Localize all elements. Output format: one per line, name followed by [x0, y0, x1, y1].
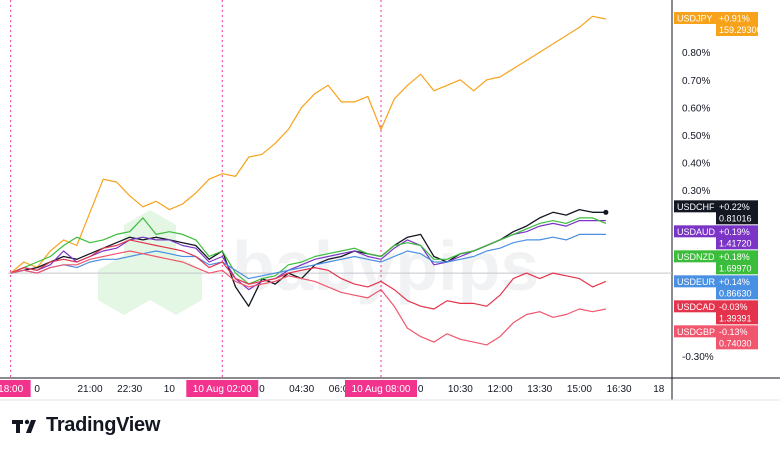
x-session-badge-bg: [345, 380, 418, 397]
x-tick-label: 15:00: [567, 384, 592, 395]
x-tick-label: 0: [418, 384, 424, 395]
series-line-usdcad[interactable]: [10, 239, 607, 310]
x-session-badge: 10 Aug 08:00: [345, 380, 418, 397]
x-session-badge: 18:00: [0, 380, 31, 397]
x-tick-label: 06:00: [329, 384, 354, 395]
symbol-box: [674, 275, 716, 288]
price-label-usdcad[interactable]: USDCAD -0.03%1.39391: [674, 300, 758, 325]
y-tick-label: 0.40%: [682, 159, 710, 170]
x-tick-label: 10:30: [448, 384, 473, 395]
x-tick-label: 04:30: [289, 384, 314, 395]
series-line-usdjpy[interactable]: [10, 15, 607, 274]
change-label: +0.14%: [719, 277, 750, 287]
price-label: 1.69970: [719, 263, 752, 273]
y-tick-label: 0.50%: [682, 131, 710, 142]
value-box: [716, 225, 758, 250]
symbol-label: USDNZD: [677, 252, 715, 262]
value-box: [716, 300, 758, 325]
price-label-usdeur[interactable]: USDEUR +0.14%0.86630: [674, 275, 758, 300]
value-box: [716, 250, 758, 275]
x-tick-label: 18: [653, 384, 665, 395]
symbol-box: [674, 12, 716, 24]
watermark: babypips: [98, 210, 539, 315]
price-label-usdjpy[interactable]: USDJPY +0.91%159.29300: [674, 12, 762, 36]
symbol-box: [674, 300, 716, 313]
y-tick-label: 0.70%: [682, 76, 710, 87]
x-session-badge: 10 Aug 02:00: [186, 380, 259, 397]
x-session-badge-bg: [186, 380, 259, 397]
series-lines: [10, 15, 609, 346]
change-label: +0.19%: [719, 227, 750, 237]
x-axis: 0 21:00 22:30 10 0 04:30 06:00 0 10:30 12:00 13:30…: [0, 380, 665, 397]
x-session-badge-label: 18:00: [0, 384, 24, 395]
change-label: -0.03%: [719, 302, 748, 312]
price-label-usdgbp[interactable]: USDGBP -0.13%0.74030: [674, 325, 758, 350]
watermark-text: babypips: [232, 227, 539, 305]
price-label-usdnzd[interactable]: USDNZD +0.18%1.69970: [674, 250, 758, 275]
symbol-label: USDCHF: [677, 202, 715, 212]
price-label: 0.74030: [719, 338, 752, 348]
x-tick-label: 22:30: [117, 384, 142, 395]
price-label: 1.39391: [719, 313, 752, 323]
plot-area: [0, 0, 780, 401]
series-line-usdgbp[interactable]: [10, 250, 607, 346]
symbol-label: USDJPY: [677, 14, 713, 24]
value-box: [716, 12, 758, 36]
series-line-usdeur[interactable]: [10, 233, 606, 280]
x-tick-label: 12:00: [488, 384, 513, 395]
value-box: [716, 200, 758, 225]
series-last-point: [603, 209, 609, 215]
y-tick-label: 0.30%: [682, 186, 710, 197]
price-label: 0.86630: [719, 288, 752, 298]
series-price-labels: USDJPY +0.91%159.29300 USDCHF +0.22%0.81016…: [674, 12, 762, 350]
x-tick-label: 13:30: [527, 384, 552, 395]
series-line-usdnzd[interactable]: [10, 217, 607, 285]
symbol-box: [674, 250, 716, 263]
price-label-usdaud[interactable]: USDAUD +0.19%1.41720: [674, 225, 758, 250]
x-tick-label: 0: [34, 384, 40, 395]
session-lines: [10, 0, 382, 378]
brand[interactable]: TradingView: [12, 414, 160, 437]
y-tick-label: 0.80%: [682, 48, 710, 59]
tradingview-logo-icon: [12, 419, 36, 433]
x-session-badge-label: 10 Aug 02:00: [193, 384, 252, 395]
symbol-box: [674, 225, 716, 238]
symbol-label: USDEUR: [677, 277, 716, 287]
symbol-label: USDGBP: [677, 327, 715, 337]
series-line-usdchf[interactable]: [10, 208, 606, 307]
value-box: [716, 275, 758, 300]
price-label: 159.29300: [719, 25, 762, 35]
symbol-label: USDAUD: [677, 227, 716, 237]
x-session-badge-bg: [0, 380, 31, 397]
symbol-label: USDCAD: [677, 302, 716, 312]
change-label: +0.91%: [719, 14, 750, 24]
price-label: 1.41720: [719, 238, 752, 248]
brand-name: TradingView: [46, 414, 161, 436]
x-tick-label: 16:30: [607, 384, 632, 395]
price-label-usdchf[interactable]: USDCHF +0.22%0.81016: [674, 200, 758, 225]
y-tick-label: 0.60%: [682, 103, 710, 114]
x-session-badge-label: 10 Aug 08:00: [352, 384, 411, 395]
value-box: [716, 325, 758, 350]
symbol-box: [674, 325, 716, 338]
change-label: +0.18%: [719, 252, 750, 262]
change-label: -0.13%: [719, 327, 748, 337]
babypips-logo-icon: [98, 210, 202, 315]
x-tick-label: 0: [259, 384, 265, 395]
symbol-box: [674, 200, 716, 213]
change-label: +0.22%: [719, 202, 750, 212]
x-tick-label: 21:00: [77, 384, 102, 395]
y-tick-label: -0.30%: [682, 352, 714, 363]
price-label: 0.81016: [719, 213, 752, 223]
x-tick-label: 10: [164, 384, 176, 395]
y-axis: 0.80% 0.70% 0.60% 0.50% 0.40% 0.30% -0.30%: [682, 48, 714, 363]
